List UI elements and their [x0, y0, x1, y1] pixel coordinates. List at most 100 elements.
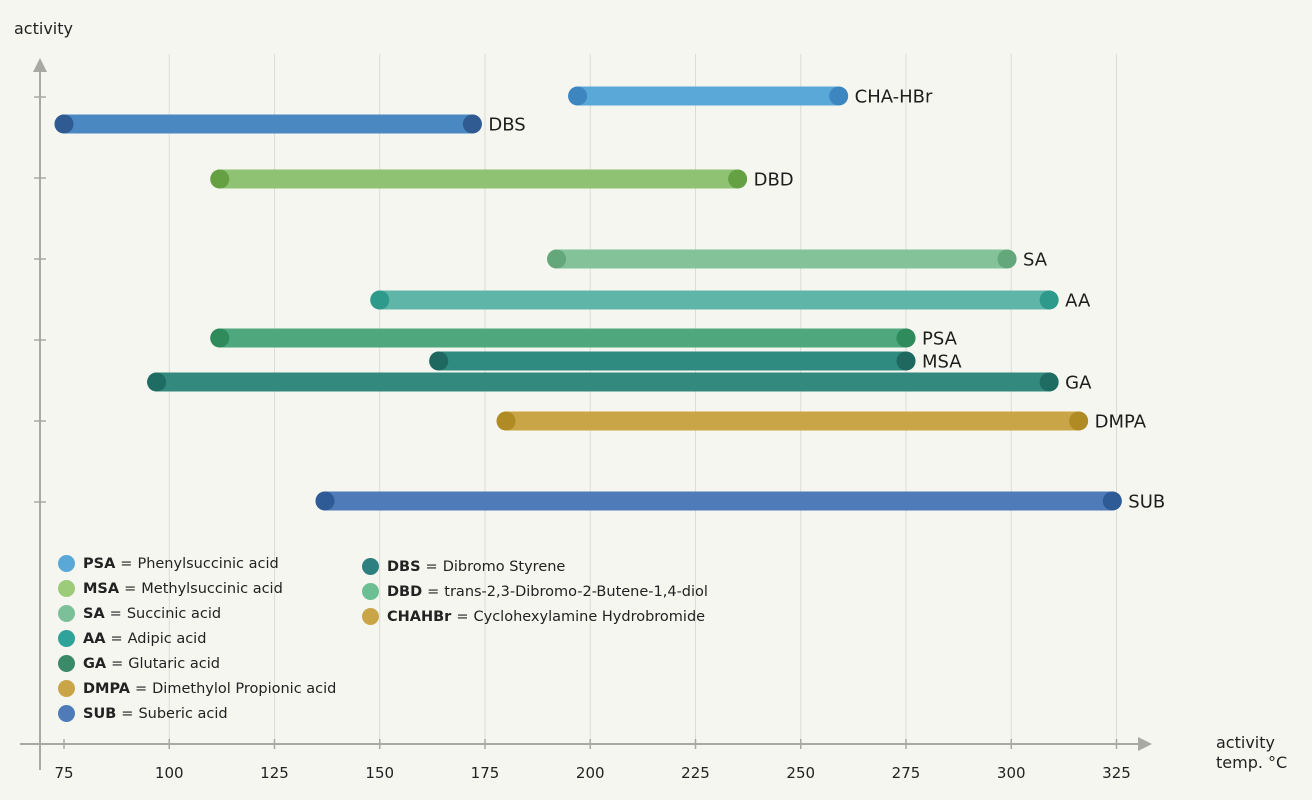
x-tick-label: 175 — [471, 764, 500, 782]
y-axis-arrow — [33, 58, 47, 72]
legend-equals: = — [425, 558, 438, 575]
range-bar-start-cap — [210, 169, 230, 189]
x-tick-label: 75 — [54, 764, 73, 782]
range-bar-end-cap — [896, 328, 916, 348]
legend-abbr: CHAHBr — [387, 608, 452, 625]
legend-swatch — [58, 680, 75, 697]
legend-abbr: AA — [83, 630, 106, 647]
range-bar-label: CHA-HBr — [855, 87, 933, 108]
legend-left: PSA = Phenylsuccinic acid MSA = Methylsu… — [58, 551, 336, 726]
legend-item: AA = Adipic acid — [58, 626, 336, 651]
legend-equals: = — [124, 580, 137, 597]
legend-item: DBS = Dibromo Styrene — [362, 554, 708, 579]
legend-swatch — [58, 630, 75, 647]
range-bar-label: AA — [1065, 291, 1091, 312]
range-bar-end-cap — [997, 249, 1017, 269]
range-bar-end-cap — [1039, 290, 1059, 310]
range-bar-start-cap — [370, 290, 390, 310]
x-axis-title-line2: temp. °C — [1216, 753, 1288, 772]
legend-equals: = — [121, 705, 134, 722]
range-bar-end-cap — [728, 169, 748, 189]
x-tick-label: 325 — [1102, 764, 1131, 782]
legend-name: Dibromo Styrene — [442, 558, 566, 575]
x-tick-label: 125 — [260, 764, 289, 782]
legend-abbr: DBS — [387, 558, 421, 575]
legend-equals: = — [109, 605, 122, 622]
range-bar-end-cap — [1102, 491, 1122, 511]
legend-name: Dimethylol Propionic acid — [152, 680, 337, 697]
y-axis-title: activity — [14, 19, 73, 38]
x-tick-label: 250 — [786, 764, 815, 782]
legend-item: CHAHBr = Cyclohexylamine Hydrobromide — [362, 604, 708, 629]
x-tick-label: 200 — [576, 764, 605, 782]
legend-swatch — [362, 608, 379, 625]
legend-equals: = — [120, 555, 133, 572]
legend-abbr: SA — [83, 605, 105, 622]
legend-name: Succinic acid — [126, 605, 222, 622]
range-bar-label: DBD — [754, 170, 794, 191]
legend-swatch — [362, 583, 379, 600]
range-bar-start-cap — [429, 351, 449, 371]
legend-abbr: DBD — [387, 583, 423, 600]
legend-abbr: GA — [83, 655, 107, 672]
range-bar-start-cap — [547, 249, 567, 269]
range-bar-end-cap — [462, 114, 482, 134]
legend-name: Methylsuccinic acid — [141, 580, 283, 597]
legend-item: DMPA = Dimethylol Propionic acid — [58, 676, 336, 701]
x-axis-arrow — [1138, 737, 1152, 751]
legend-equals: = — [427, 583, 440, 600]
range-bar-label: DBS — [488, 115, 525, 136]
range-bar-start-cap — [568, 86, 588, 106]
legend-name: Suberic acid — [138, 705, 228, 722]
range-bar-start-cap — [210, 328, 230, 348]
range-bar-end-cap — [1069, 411, 1089, 431]
range-bar-start-cap — [147, 372, 167, 392]
legend-equals: = — [110, 630, 123, 647]
legend-swatch — [58, 605, 75, 622]
range-bar-label: MSA — [922, 352, 962, 373]
range-bar-label: PSA — [922, 329, 958, 350]
legend-swatch — [58, 705, 75, 722]
legend-swatch — [58, 655, 75, 672]
legend-item: MSA = Methylsuccinic acid — [58, 576, 336, 601]
x-tick-label: 225 — [681, 764, 710, 782]
range-bar-start-cap — [54, 114, 74, 134]
range-bar-end-cap — [896, 351, 916, 371]
legend-item: SA = Succinic acid — [58, 601, 336, 626]
range-bar-label: DMPA — [1095, 412, 1147, 433]
legend-name: Cyclohexylamine Hydrobromide — [473, 608, 706, 625]
legend-abbr: DMPA — [83, 680, 130, 697]
range-bar-end-cap — [1039, 372, 1059, 392]
legend-name: Glutaric acid — [128, 655, 220, 672]
legend-right: DBS = Dibromo Styrene DBD = trans-2,3-Di… — [362, 554, 708, 629]
legend-equals: = — [134, 680, 148, 697]
legend-item: DBD = trans-2,3-Dibromo-2-Butene-1,4-dio… — [362, 579, 708, 604]
legend-swatch — [362, 558, 379, 575]
legend-name: trans-2,3-Dibromo-2-Butene-1,4-diol — [444, 583, 708, 600]
legend-item: SUB = Suberic acid — [58, 701, 336, 726]
x-tick-label: 300 — [997, 764, 1026, 782]
legend-equals: = — [456, 608, 469, 625]
legend-swatch — [58, 555, 75, 572]
legend-name: Adipic acid — [127, 630, 207, 647]
x-axis-title-line1: activity — [1216, 733, 1275, 752]
legend-equals: = — [111, 655, 124, 672]
x-tick-label: 150 — [365, 764, 394, 782]
range-bar-start-cap — [496, 411, 516, 431]
legend-item: GA = Glutaric acid — [58, 651, 336, 676]
range-bar-start-cap — [315, 491, 335, 511]
x-tick-label: 275 — [892, 764, 921, 782]
legend-abbr: SUB — [83, 705, 117, 722]
range-bar-label: SUB — [1128, 492, 1165, 513]
legend-item: PSA = Phenylsuccinic acid — [58, 551, 336, 576]
range-bar-label: SA — [1023, 250, 1048, 271]
x-tick-label: 100 — [155, 764, 184, 782]
legend-abbr: PSA — [83, 555, 116, 572]
legend-swatch — [58, 580, 75, 597]
range-bar-label: GA — [1065, 373, 1092, 394]
legend-name: Phenylsuccinic acid — [137, 555, 279, 572]
range-bar-end-cap — [829, 86, 849, 106]
legend-abbr: MSA — [83, 580, 120, 597]
